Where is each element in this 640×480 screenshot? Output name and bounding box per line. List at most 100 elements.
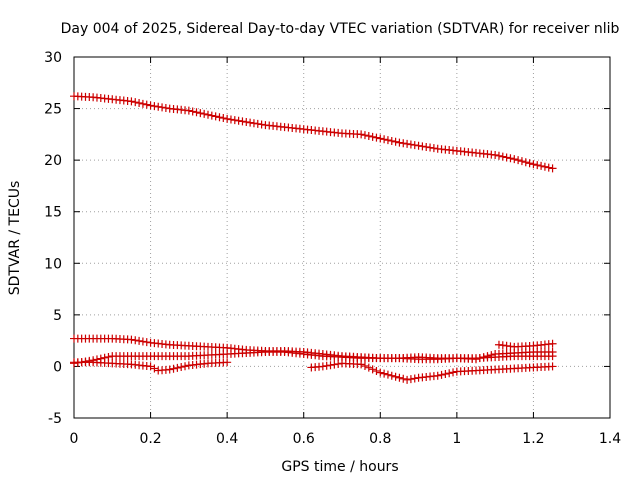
data-point <box>177 363 186 372</box>
data-point <box>364 363 373 372</box>
data-point <box>380 135 389 144</box>
data-point <box>479 353 488 362</box>
data-point <box>376 134 385 143</box>
data-point <box>372 366 381 375</box>
data-point <box>491 150 500 159</box>
y-ticks: -5 0 5 10 15 20 25 30 <box>44 50 610 427</box>
series-sat-upper <box>70 92 557 173</box>
data-point <box>169 364 178 373</box>
data-point <box>387 136 396 145</box>
data-point <box>410 374 419 383</box>
series-sat-d <box>307 359 557 384</box>
data-point <box>204 110 212 119</box>
data-point <box>403 139 412 148</box>
data-point <box>368 132 377 141</box>
data-point <box>131 336 140 345</box>
data-point <box>525 159 534 168</box>
data-point <box>548 339 557 348</box>
data-point <box>330 360 339 369</box>
data-point <box>181 362 190 371</box>
x-tick-label: 0.2 <box>139 431 161 447</box>
data-point <box>433 371 442 380</box>
data-point <box>445 369 454 378</box>
plot-border <box>73 56 611 419</box>
data-point <box>357 360 366 369</box>
data-point <box>422 142 431 151</box>
data-point <box>360 131 369 140</box>
data-point <box>150 102 159 111</box>
data-point <box>154 102 163 111</box>
data-point <box>544 163 553 172</box>
data-point <box>391 137 400 146</box>
data-point <box>410 141 419 150</box>
data-point <box>380 369 389 378</box>
data-point <box>146 101 155 110</box>
data-point <box>138 337 147 346</box>
data-point <box>230 116 239 125</box>
data-point <box>223 114 232 123</box>
data-point <box>517 157 526 166</box>
y-tick-label: 0 <box>53 359 62 375</box>
data-point <box>318 362 327 371</box>
data-point <box>161 103 170 112</box>
data-point <box>414 141 423 150</box>
x-axis-label: GPS time / hours <box>281 459 398 475</box>
data-point <box>368 365 377 374</box>
x-ticks: 0 0.2 0.4 0.6 0.8 1 1.2 1.4 <box>70 57 621 447</box>
data-point <box>131 98 140 107</box>
data-point <box>219 114 228 123</box>
data-point <box>196 109 205 118</box>
data-point <box>257 120 266 129</box>
data-point <box>403 375 412 384</box>
data-point <box>138 99 147 108</box>
y-tick-label: 25 <box>44 102 62 118</box>
data-point <box>242 117 251 126</box>
data-point <box>127 335 136 344</box>
data-point <box>502 153 511 162</box>
data-point <box>406 140 415 149</box>
data-point <box>200 109 209 118</box>
data-point <box>326 361 335 370</box>
data-point <box>429 144 438 153</box>
x-tick-label: 1.4 <box>599 431 621 447</box>
data-point <box>487 351 496 360</box>
data-point <box>533 161 542 170</box>
y-tick-label: 20 <box>44 153 62 169</box>
plot-frame <box>73 56 611 419</box>
data-point <box>498 152 507 161</box>
x-tick-label: 0 <box>70 431 79 447</box>
series-sat-c <box>70 358 232 375</box>
data-point <box>127 97 136 106</box>
data-point <box>472 355 480 364</box>
data-point <box>192 108 201 117</box>
data-point <box>249 119 258 128</box>
data-point <box>494 151 503 160</box>
data-point <box>165 365 174 374</box>
data-point <box>226 115 235 124</box>
data-point <box>364 132 373 141</box>
series-sat-e <box>494 339 557 351</box>
data-point <box>142 338 151 347</box>
y-tick-label: 30 <box>44 50 62 66</box>
data-point <box>449 368 458 377</box>
data-point <box>184 106 193 115</box>
x-tick-label: 1.2 <box>522 431 544 447</box>
data-point <box>426 143 435 152</box>
data-point <box>418 142 427 151</box>
data-point <box>211 112 220 121</box>
data-point <box>391 372 400 381</box>
data-point <box>215 113 224 122</box>
data-point <box>506 154 515 163</box>
data-point <box>360 362 369 371</box>
data-point <box>142 100 151 109</box>
data-point <box>188 107 197 116</box>
data-point <box>234 116 243 125</box>
data-point <box>521 158 530 167</box>
data-point <box>322 361 331 370</box>
x-tick-label: 0.8 <box>369 431 391 447</box>
data-point <box>334 359 343 368</box>
data-point <box>441 370 450 379</box>
data-point <box>383 136 392 145</box>
data-point <box>483 352 492 361</box>
